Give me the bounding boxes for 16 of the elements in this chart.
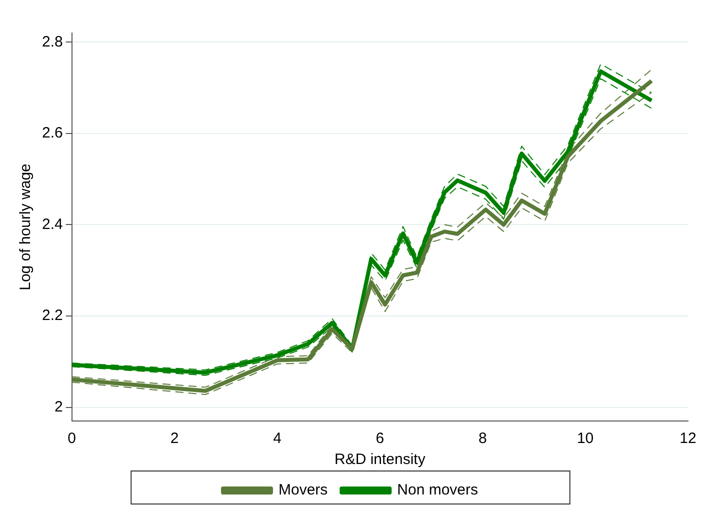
x-tick-label: 4 xyxy=(273,430,282,448)
legend-label: Non movers xyxy=(397,482,478,499)
x-tick-label: 8 xyxy=(478,430,487,448)
x-tick-label: 10 xyxy=(576,430,594,448)
y-tick-label: 2 xyxy=(54,398,63,416)
x-tick-label: 2 xyxy=(170,430,179,448)
y-tick-label: 2.6 xyxy=(42,124,63,142)
y-tick-label: 2.2 xyxy=(42,307,63,324)
y-tick-label: 2.4 xyxy=(42,216,63,233)
x-tick-label: 0 xyxy=(68,430,76,448)
y-tick-label: 2.8 xyxy=(42,33,63,50)
y-axis-title: Log of hourly wage xyxy=(17,164,34,290)
x-tick-label: 6 xyxy=(376,430,384,448)
legend-label: Movers xyxy=(278,482,328,499)
x-axis-title: R&D intensity xyxy=(334,451,426,468)
x-tick-label: 12 xyxy=(680,430,696,448)
